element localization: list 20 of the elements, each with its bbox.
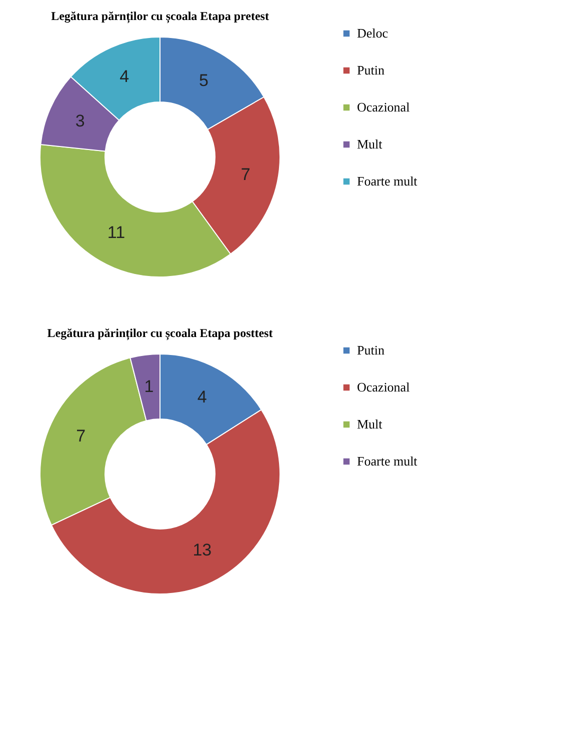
data-label: 5 bbox=[199, 71, 208, 90]
legend-label: Deloc bbox=[357, 26, 388, 40]
data-label: 11 bbox=[107, 222, 126, 242]
legend-label: Putin bbox=[357, 62, 385, 78]
legend-label: Ocazional bbox=[357, 380, 410, 394]
chart-title: Legătura părnților cu școala Etapa pretest bbox=[51, 9, 269, 24]
legend-label: Foarte mult bbox=[357, 454, 418, 468]
legend-label: Ocazional bbox=[357, 100, 410, 114]
data-label: 4 bbox=[120, 67, 130, 86]
data-label: 7 bbox=[240, 165, 250, 184]
data-label: 3 bbox=[75, 111, 85, 130]
data-label: 1 bbox=[144, 377, 154, 396]
legend-label: Putin bbox=[357, 342, 385, 358]
legend-label: Foarte mult bbox=[357, 174, 418, 188]
legend-label: Mult bbox=[357, 136, 383, 152]
chart-title: Legătura părinților cu școala Etapa posttest bbox=[47, 326, 273, 341]
data-label: 4 bbox=[197, 387, 207, 406]
data-label: 13 bbox=[192, 540, 212, 560]
data-label: 7 bbox=[76, 426, 86, 446]
legend-label: Mult bbox=[357, 416, 383, 432]
